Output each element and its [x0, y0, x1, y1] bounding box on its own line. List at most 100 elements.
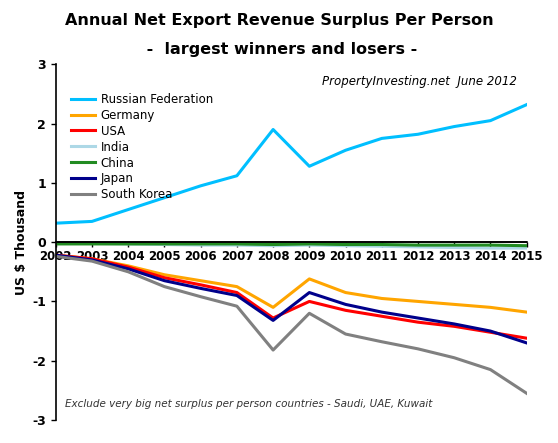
Japan — [234, 293, 240, 298]
China — [270, 242, 276, 247]
Russian Federation — [270, 127, 276, 132]
Japan — [378, 310, 385, 315]
India — [125, 241, 132, 247]
India — [342, 243, 349, 249]
China — [523, 243, 530, 249]
Germany — [342, 290, 349, 295]
South Korea — [89, 258, 95, 264]
South Korea — [125, 269, 132, 275]
Text: Annual Net Export Revenue Surplus Per Person: Annual Net Export Revenue Surplus Per Pe… — [65, 13, 493, 28]
Germany — [125, 263, 132, 268]
China — [415, 242, 421, 248]
Line: Germany: Germany — [56, 255, 527, 312]
South Korea — [234, 303, 240, 309]
USA — [378, 314, 385, 319]
Text: Exclude very big net surplus per person countries - Saudi, UAE, Kuwait: Exclude very big net surplus per person … — [65, 399, 432, 409]
Russian Federation — [125, 207, 132, 212]
India — [523, 245, 530, 251]
Germany — [270, 305, 276, 310]
China — [198, 241, 204, 247]
Japan — [487, 328, 494, 334]
China — [306, 241, 312, 247]
China — [161, 241, 168, 247]
USA — [52, 253, 59, 258]
Text: PropertyInvesting.net  June 2012: PropertyInvesting.net June 2012 — [323, 75, 517, 88]
China — [234, 241, 240, 247]
China — [342, 242, 349, 247]
USA — [342, 308, 349, 313]
Germany — [234, 284, 240, 289]
Russian Federation — [451, 124, 458, 129]
Russian Federation — [198, 183, 204, 188]
Russian Federation — [415, 132, 421, 137]
South Korea — [161, 284, 168, 289]
Japan — [415, 315, 421, 321]
South Korea — [342, 331, 349, 337]
India — [415, 244, 421, 249]
Russian Federation — [161, 195, 168, 200]
Russian Federation — [52, 221, 59, 226]
Japan — [52, 253, 59, 258]
Line: China: China — [56, 244, 527, 246]
South Korea — [270, 347, 276, 353]
Line: India: India — [56, 243, 527, 248]
China — [89, 241, 95, 247]
South Korea — [306, 311, 312, 316]
Japan — [161, 278, 168, 284]
South Korea — [415, 346, 421, 351]
Japan — [270, 318, 276, 323]
USA — [89, 256, 95, 261]
Russian Federation — [342, 148, 349, 153]
India — [487, 245, 494, 251]
Germany — [451, 302, 458, 307]
China — [451, 242, 458, 248]
Japan — [342, 302, 349, 307]
China — [52, 241, 59, 247]
China — [378, 242, 385, 247]
India — [378, 244, 385, 249]
South Korea — [52, 254, 59, 259]
India — [234, 242, 240, 248]
Russian Federation — [234, 173, 240, 179]
South Korea — [523, 391, 530, 396]
Japan — [198, 286, 204, 291]
South Korea — [198, 294, 204, 299]
Line: South Korea: South Korea — [56, 256, 527, 393]
Russian Federation — [89, 219, 95, 224]
Text: -  largest winners and losers -: - largest winners and losers - — [141, 42, 417, 57]
Line: Japan: Japan — [56, 255, 527, 343]
Russian Federation — [378, 136, 385, 141]
USA — [161, 275, 168, 280]
Russian Federation — [487, 118, 494, 123]
USA — [306, 299, 312, 304]
India — [161, 242, 168, 247]
Germany — [89, 256, 95, 261]
India — [306, 242, 312, 248]
Germany — [523, 310, 530, 315]
Germany — [415, 299, 421, 304]
India — [52, 241, 59, 246]
Germany — [306, 276, 312, 282]
Germany — [487, 305, 494, 310]
USA — [451, 324, 458, 329]
USA — [415, 319, 421, 325]
Germany — [161, 272, 168, 277]
USA — [125, 264, 132, 270]
USA — [234, 290, 240, 295]
USA — [198, 282, 204, 288]
South Korea — [451, 355, 458, 361]
USA — [270, 315, 276, 321]
Russian Federation — [523, 102, 530, 107]
Line: Russian Federation: Russian Federation — [56, 105, 527, 223]
China — [125, 241, 132, 247]
Japan — [125, 266, 132, 272]
India — [451, 245, 458, 250]
Russian Federation — [306, 163, 312, 169]
India — [270, 243, 276, 249]
USA — [487, 330, 494, 335]
Japan — [306, 290, 312, 295]
Germany — [52, 253, 59, 258]
Legend: Russian Federation, Germany, USA, India, China, Japan, South Korea: Russian Federation, Germany, USA, India,… — [66, 88, 218, 206]
Germany — [378, 296, 385, 301]
Japan — [523, 340, 530, 346]
